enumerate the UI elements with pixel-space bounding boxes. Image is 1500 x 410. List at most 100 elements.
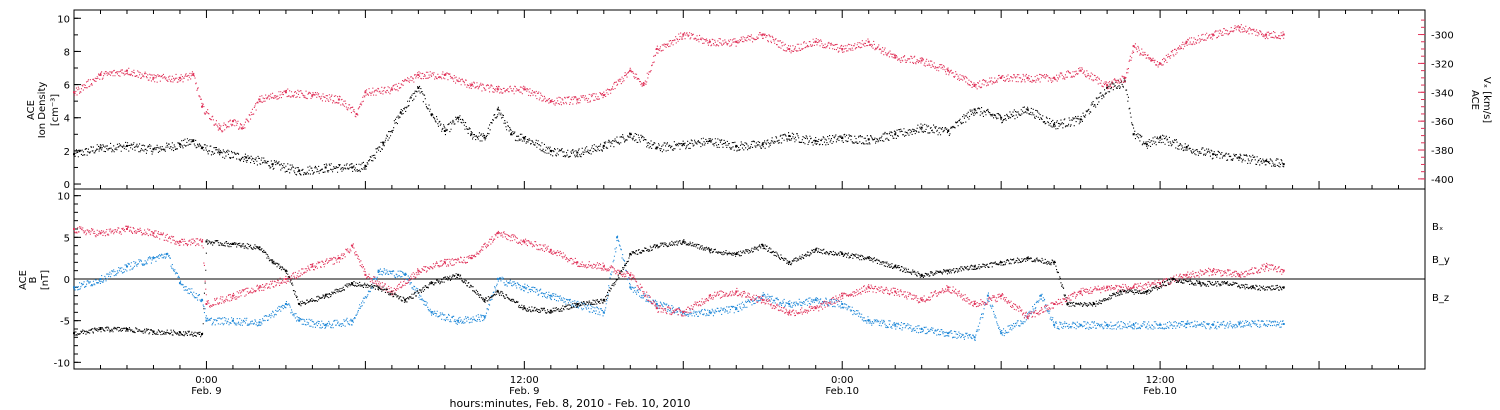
bz-point-7	[231, 294, 234, 297]
top-right-y-tick-label-5: -300	[1431, 31, 1454, 42]
vx-point-17	[417, 73, 420, 76]
vx-point-16	[390, 88, 393, 91]
by-point-16	[430, 311, 433, 314]
density-point-50	[1159, 136, 1162, 139]
vx-point-39	[973, 84, 976, 87]
vx-point-21	[523, 88, 526, 91]
vx-point-26	[642, 84, 645, 87]
by-point-25	[629, 286, 632, 289]
bz-point-21	[576, 261, 579, 264]
bz-point-6	[205, 303, 208, 305]
top-right-y-tick-label-2: -360	[1431, 117, 1454, 128]
bottom-left-y-tick-label-2: 0	[64, 275, 70, 286]
density-point-6	[201, 146, 204, 149]
density-point-20	[470, 133, 473, 136]
bx-point-19	[496, 290, 499, 293]
by-point-10	[284, 303, 287, 305]
by-point-49	[1212, 323, 1215, 326]
bz-scatter	[74, 225, 1285, 320]
bz-point-25	[682, 311, 685, 314]
density-point-38	[894, 133, 897, 136]
bx-point-41	[1066, 303, 1069, 305]
bz-point-46	[1238, 273, 1241, 276]
x-axis-title: hours:minutes, Feb. 8, 2010 - Feb. 10, 2…	[449, 397, 690, 410]
bz-point-15	[417, 269, 420, 272]
density-point-29	[655, 146, 658, 149]
density-point-5	[192, 139, 195, 142]
vx-point-15	[364, 91, 367, 94]
by-point-45	[1106, 323, 1109, 326]
vx-point-36	[894, 56, 897, 59]
by-point-28	[708, 311, 711, 314]
bx-point-34	[894, 265, 897, 268]
by-point-1	[99, 278, 102, 280]
bx-point-9	[271, 261, 274, 264]
bz-point-45	[1212, 269, 1215, 272]
by-point-21	[549, 294, 552, 297]
bz-point-35	[947, 286, 950, 289]
by-point-14	[377, 269, 380, 272]
vx-point-25	[629, 69, 632, 72]
bx-point-3	[152, 330, 155, 333]
vx-point-52	[1265, 33, 1268, 36]
legend-bx: Bₓ	[1432, 222, 1443, 233]
top-left-y-tick-label-4: 8	[64, 47, 70, 58]
density-point-9	[271, 163, 274, 166]
x-tick-label-date-0: Feb. 9	[191, 386, 221, 397]
bz-point-27	[735, 290, 738, 293]
density-point-13	[364, 164, 367, 167]
vx-point-5	[192, 73, 195, 76]
by-point-19	[496, 278, 499, 280]
density-point-36	[841, 136, 844, 139]
bz-point-1	[99, 232, 102, 235]
bx-point-4	[178, 331, 181, 334]
bz-point-28	[761, 298, 764, 301]
x-tick-label-date-3: Feb.10	[1143, 386, 1177, 397]
by-point-38	[973, 336, 976, 339]
density-point-52	[1212, 153, 1215, 156]
by-point-44	[1079, 323, 1082, 326]
vx-point-45	[1123, 76, 1126, 79]
bz-point-4	[178, 240, 181, 243]
by-point-17	[457, 319, 460, 322]
bx-point-40	[1053, 261, 1056, 264]
top-right-y-tick-label-1: -380	[1431, 146, 1454, 157]
bx-point-6	[205, 240, 208, 243]
density-point-28	[629, 133, 632, 136]
bottom-left-ylabel-line-1: ACE	[18, 270, 29, 290]
bz-point-32	[867, 286, 870, 289]
bx-point-35	[920, 273, 923, 276]
bz-point-18	[496, 232, 499, 235]
vx-point-48	[1159, 62, 1162, 65]
bx-point-2	[125, 328, 128, 330]
vx-scatter	[74, 24, 1285, 133]
vx-point-12	[311, 94, 314, 97]
bz-point-37	[1000, 294, 1003, 297]
vx-point-20	[496, 88, 499, 91]
vx-point-4	[178, 76, 181, 79]
bx-point-18	[483, 298, 486, 301]
density-point-7	[218, 151, 221, 154]
bottom-left-y-tick-label-4: 10	[57, 192, 70, 203]
legend-bz: B_z	[1432, 293, 1449, 304]
top-right-ylabel-line-1: ACE	[1469, 90, 1480, 110]
density-point-40	[947, 129, 950, 132]
x-tick-label-date-2: Feb.10	[825, 386, 859, 397]
density-point-55	[1282, 163, 1285, 166]
by-point-26	[655, 303, 658, 305]
by-point-31	[788, 303, 791, 305]
bz-point-42	[1132, 286, 1135, 289]
density-point-27	[602, 144, 605, 147]
by-point-9	[258, 321, 261, 324]
bottom-left-ylabel: ACE B [nT]	[18, 270, 51, 290]
by-point-15	[404, 273, 407, 276]
density-point-45	[1079, 118, 1082, 121]
vx-point-40	[1000, 76, 1003, 79]
legend-by: B_y	[1432, 255, 1450, 266]
bz-point-33	[894, 290, 897, 293]
density-point-39	[920, 126, 923, 129]
x-tick-label-date-1: Feb. 9	[509, 386, 539, 397]
density-point-0	[73, 153, 75, 156]
top-left-y-tick-label-0: 0	[64, 180, 70, 191]
